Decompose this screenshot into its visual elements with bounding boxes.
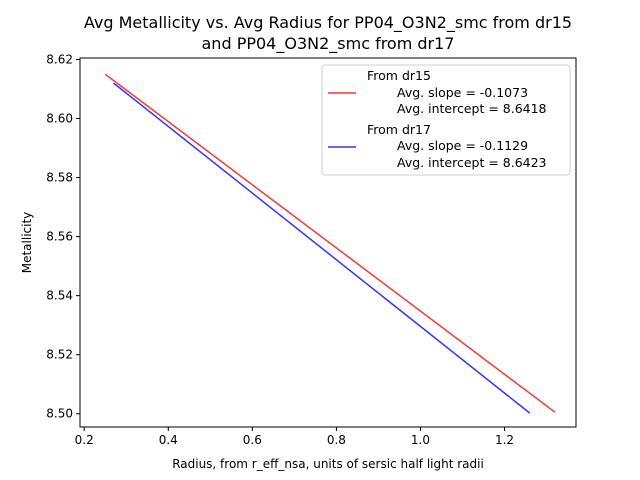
legend-dr15-line-2: Avg. slope = -0.1073	[397, 85, 528, 100]
series-line-dr15	[104, 73, 556, 413]
legend-dr17-line-2: Avg. slope = -0.1129	[397, 138, 528, 153]
y-tick-label: 8.62	[46, 52, 73, 66]
y-tick-label: 8.56	[46, 230, 73, 244]
y-tick-label: 8.52	[46, 348, 73, 362]
legend-dr17-line-3: Avg. intercept = 8.6423	[397, 155, 547, 170]
legend-dr15-line-3: Avg. intercept = 8.6418	[397, 101, 547, 116]
x-axis-label: Radius, from r_eff_nsa, units of sersic …	[172, 457, 484, 471]
series-line-dr17	[113, 82, 531, 414]
legend: From dr15 Avg. slope = -0.1073 Avg. inte…	[321, 64, 571, 176]
x-tick-label: 0.8	[327, 433, 346, 447]
x-axis-ticks: 0.2 0.4 0.6 0.8 1.0 1.2	[75, 427, 514, 447]
chart-title-line-2: and PP04_O3N2_smc from dr17	[202, 34, 455, 54]
x-tick-label: 1.2	[495, 433, 514, 447]
x-tick-label: 0.4	[159, 433, 178, 447]
y-tick-label: 8.54	[46, 289, 73, 303]
x-tick-label: 1.0	[411, 433, 430, 447]
legend-dr15-line-1: From dr15	[367, 68, 431, 83]
y-axis-ticks: 8.50 8.52 8.54 8.56 8.58 8.60 8.62	[46, 52, 80, 421]
y-tick-label: 8.50	[46, 407, 73, 421]
y-tick-label: 8.58	[46, 171, 73, 185]
series-layer	[104, 73, 556, 414]
chart-title-line-1: Avg Metallicity vs. Avg Radius for PP04_…	[84, 13, 572, 33]
plot-area-frame	[79, 57, 577, 428]
legend-dr17-line-1: From dr17	[367, 122, 431, 137]
y-axis-label: Metallicity	[20, 212, 34, 274]
legend-box	[321, 64, 571, 176]
y-tick-label: 8.60	[46, 112, 73, 126]
x-tick-label: 0.6	[243, 433, 262, 447]
x-tick-label: 0.2	[75, 433, 94, 447]
